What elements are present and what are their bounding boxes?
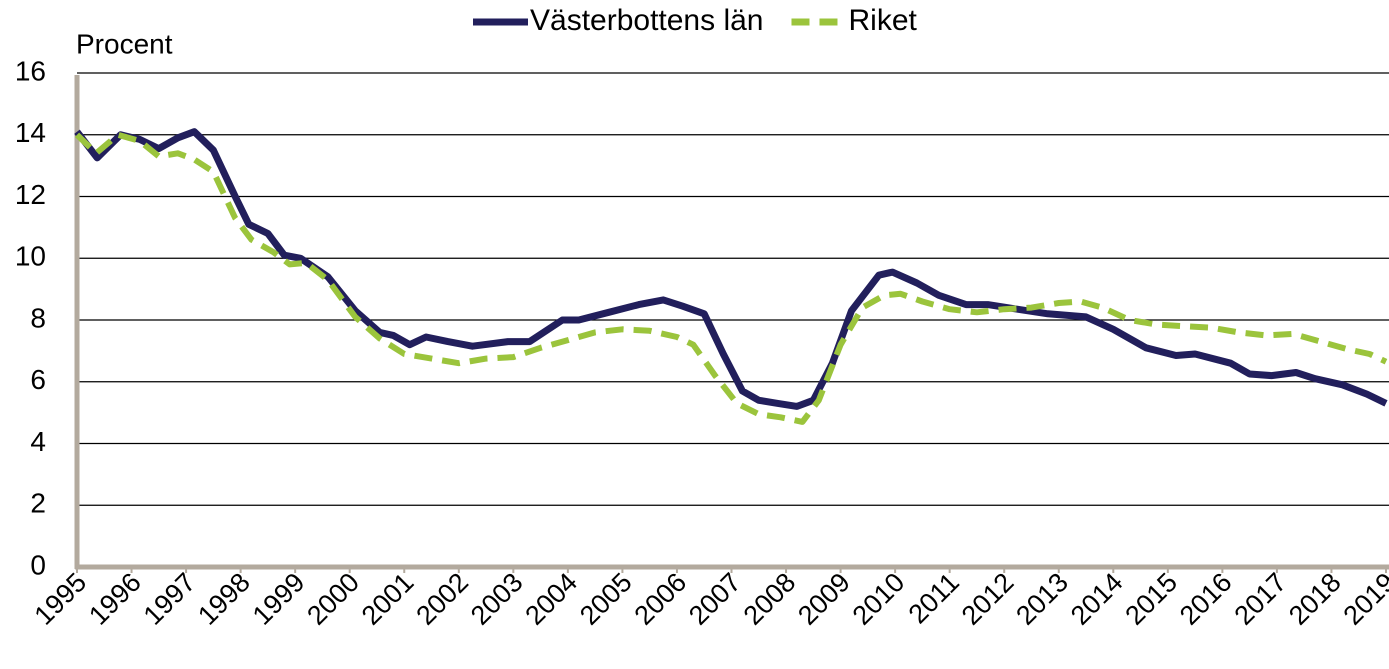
- x-tick-label: 2014: [1065, 567, 1129, 631]
- x-tick-label: 2009: [792, 567, 856, 631]
- x-tick-label: 2011: [903, 567, 965, 629]
- x-tick-label: 2017: [1229, 567, 1293, 631]
- y-tick-label: 16: [15, 55, 46, 86]
- x-tick-label: 1999: [247, 567, 311, 631]
- x-tick-label: 2002: [410, 567, 474, 631]
- legend-label: Västerbottens län: [530, 4, 763, 37]
- y-tick-label: 14: [15, 117, 46, 148]
- x-tick-label: 2000: [301, 567, 365, 631]
- x-tick-label: 2019: [1338, 567, 1389, 631]
- y-tick-label: 2: [30, 488, 46, 519]
- x-tick-label: 2012: [956, 567, 1020, 631]
- x-tick-label: 2001: [356, 567, 420, 631]
- legend-label: Riket: [848, 4, 917, 37]
- x-tick-label: 1997: [138, 567, 202, 631]
- x-tick-label: 1998: [192, 567, 256, 631]
- x-tick-label: 2005: [574, 567, 638, 631]
- y-axis-label: Procent: [76, 28, 173, 59]
- x-tick-label: 2013: [1010, 567, 1074, 631]
- x-tick-label: 2006: [629, 567, 693, 631]
- x-tick-label: 2018: [1283, 567, 1347, 631]
- y-tick-label: 4: [30, 426, 46, 457]
- x-tick-label: 2015: [1119, 567, 1183, 631]
- x-tick-label: 2004: [519, 567, 583, 631]
- line-series: [74, 128, 1388, 410]
- y-tick-label: 12: [15, 179, 46, 210]
- x-tick-label: 1996: [83, 567, 147, 631]
- y-tick-label: 10: [15, 241, 46, 272]
- y-tick-label: 6: [30, 364, 46, 395]
- line-series: [74, 131, 1388, 425]
- x-tick-label: 2016: [1174, 567, 1238, 631]
- x-tick-label: 2008: [738, 567, 802, 631]
- x-tick-label: 2003: [465, 567, 529, 631]
- x-tick-label: 2007: [683, 567, 747, 631]
- y-tick-label: 8: [30, 302, 46, 333]
- y-tick-label: 0: [30, 549, 46, 580]
- x-tick-label: 2010: [847, 567, 911, 631]
